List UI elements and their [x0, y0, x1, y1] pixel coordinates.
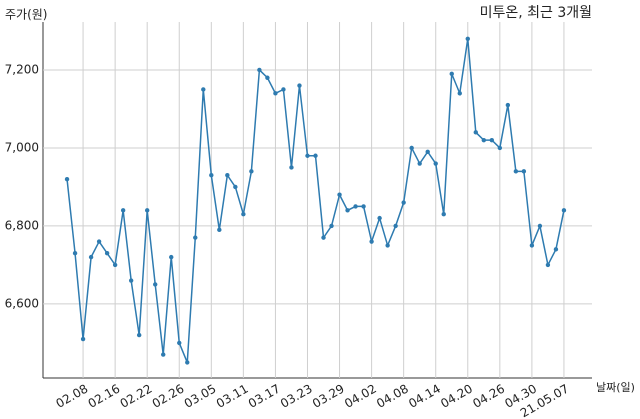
price-point: [489, 137, 495, 143]
x-tick-label: 04.26: [470, 382, 507, 411]
x-tick-label: 04.02: [342, 382, 379, 411]
price-point: [225, 173, 230, 178]
y-tick-label: 7,200: [5, 62, 39, 76]
price-point: [273, 91, 278, 96]
price-point: [409, 145, 414, 151]
price-point: [321, 235, 326, 240]
x-tick-label: 03.17: [246, 382, 283, 411]
price-point: [417, 161, 422, 166]
price-point: [193, 235, 198, 240]
price-point: [120, 208, 126, 213]
price-point: [153, 282, 158, 287]
price-point: [529, 243, 535, 248]
price-point: [289, 165, 294, 170]
price-point: [217, 227, 222, 233]
price-point: [465, 36, 470, 41]
price-point: [337, 192, 342, 197]
price-point: [144, 208, 150, 213]
x-axis-label: 날짜(일): [596, 380, 635, 394]
price-point: [305, 153, 310, 158]
price-point: [104, 251, 110, 256]
price-point: [561, 208, 567, 213]
price-point: [281, 87, 286, 92]
price-point: [96, 239, 102, 244]
price-point: [112, 262, 118, 268]
x-tick-label: 02.16: [86, 382, 123, 411]
price-point: [249, 169, 254, 174]
y-axis-label: 주가(원): [5, 8, 47, 22]
x-tick-label: 04.20: [438, 382, 475, 411]
price-point: [80, 336, 86, 342]
price-point: [128, 278, 134, 283]
price-point: [241, 212, 246, 217]
price-line: [66, 38, 565, 363]
price-point: [64, 176, 70, 182]
price-point: [393, 223, 398, 229]
x-tick-label: 03.05: [182, 382, 219, 411]
price-point: [537, 223, 543, 229]
x-tick-label: 02.26: [150, 382, 187, 411]
price-point: [497, 145, 503, 151]
price-point: [473, 130, 478, 135]
chart-title: 미투온, 최근 3개월: [480, 5, 592, 21]
x-tick-label: 04.14: [406, 382, 443, 411]
x-tick-label: 02.22: [118, 382, 155, 411]
price-point: [545, 262, 551, 268]
price-point: [513, 169, 519, 174]
price-point: [553, 247, 559, 252]
price-point: [161, 352, 166, 357]
x-tick-label: 04.08: [374, 382, 411, 411]
price-point: [385, 243, 390, 248]
price-point: [88, 254, 94, 260]
price-point: [72, 251, 78, 256]
price-point: [521, 169, 527, 174]
price-point: [441, 212, 446, 217]
price-point: [185, 360, 190, 365]
price-point: [209, 173, 214, 178]
price-point: [369, 239, 374, 244]
price-point: [136, 332, 142, 338]
price-point: [265, 75, 270, 80]
x-tick-label: 03.29: [310, 382, 347, 411]
price-point: [329, 223, 334, 229]
price-point: [353, 204, 358, 209]
price-point: [177, 340, 182, 346]
y-tick-label: 7,000: [5, 140, 39, 154]
price-point: [257, 67, 262, 73]
price-point: [377, 215, 382, 221]
price-point: [505, 102, 511, 108]
x-tick-label: 03.11: [214, 382, 251, 411]
price-point: [297, 83, 302, 88]
price-point: [425, 149, 430, 155]
y-tick-label: 6,800: [5, 218, 39, 232]
price-point: [233, 184, 238, 190]
price-point: [433, 161, 438, 166]
x-tick-label: 02.08: [54, 382, 91, 411]
price-point: [361, 204, 366, 209]
x-tick-label: 03.23: [278, 382, 315, 411]
price-point: [201, 87, 206, 92]
price-point: [401, 200, 406, 205]
price-point: [481, 137, 487, 143]
price-point: [345, 208, 350, 213]
price-point: [449, 71, 454, 77]
price-point: [169, 254, 174, 260]
y-tick-label: 6,600: [5, 296, 39, 310]
price-point: [457, 91, 462, 96]
price-point: [313, 153, 318, 158]
